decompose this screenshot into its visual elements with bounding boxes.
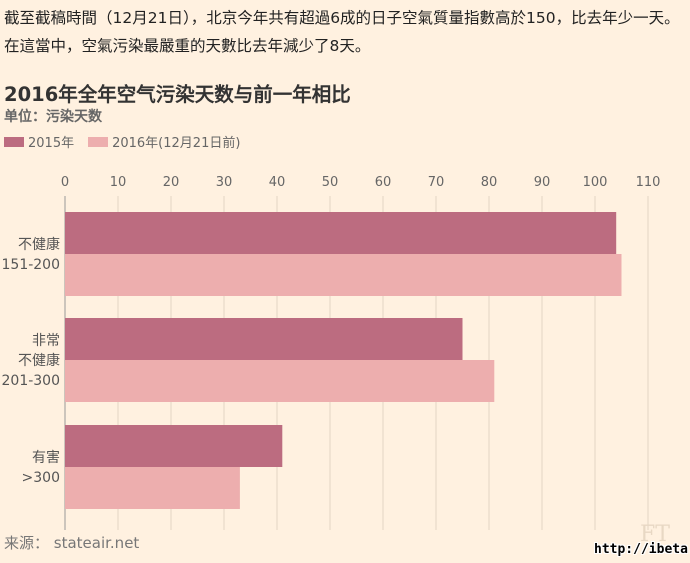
x-tick-label-80: 80 bbox=[481, 175, 498, 190]
source-note: 来源： stateair.net bbox=[4, 534, 140, 552]
watermark: http://ibeta.tw bbox=[594, 542, 690, 557]
bar-hazardous-2016 bbox=[65, 467, 240, 509]
ft-logo: FT bbox=[640, 522, 670, 547]
x-tick-label-40: 40 bbox=[269, 175, 286, 190]
x-tick-label-60: 60 bbox=[375, 175, 392, 190]
legend-label-2016: 2016年(12月21日前) bbox=[112, 136, 241, 151]
category-label-0-0: 不健康 bbox=[18, 236, 60, 253]
bar-very-unhealthy-2015 bbox=[65, 318, 463, 360]
legend-label-2015: 2015年 bbox=[28, 136, 75, 151]
chart-subtitle: 单位：污染天数 bbox=[4, 109, 102, 125]
category-label-1-1: 不健康 bbox=[18, 352, 60, 369]
category-label-2-0: 有害 bbox=[32, 450, 60, 466]
x-tick-label-20: 20 bbox=[163, 175, 180, 190]
chart-title: 2016年全年空气污染天数与前一年相比 bbox=[4, 83, 351, 106]
category-label-1-0: 非常 bbox=[32, 333, 60, 349]
chart-legend: 2015年 2016年(12月21日前) bbox=[4, 132, 254, 151]
legend-item-2016: 2016年(12月21日前) bbox=[88, 132, 240, 151]
x-tick-label-0: 0 bbox=[61, 175, 69, 190]
bar-unhealthy-2015 bbox=[65, 212, 617, 254]
category-label-2-1: >300 bbox=[22, 470, 60, 486]
category-label-1-2: 201-300 bbox=[2, 373, 61, 389]
article-intro: 截至截稿時間（12月21日），北京今年共有超過6成的日子空氣質量指數高於150，… bbox=[4, 9, 680, 55]
x-tick-label-100: 100 bbox=[583, 175, 608, 190]
x-tick-label-30: 30 bbox=[216, 175, 233, 190]
x-tick-label-110: 110 bbox=[636, 175, 661, 190]
bar-hazardous-2015 bbox=[65, 425, 283, 467]
bar-very-unhealthy-2016 bbox=[65, 360, 495, 402]
x-tick-label-90: 90 bbox=[534, 175, 551, 190]
bar-unhealthy-2016 bbox=[65, 254, 622, 296]
x-tick-label-10: 10 bbox=[110, 175, 127, 190]
category-label-0-1: 151-200 bbox=[2, 257, 61, 273]
x-tick-label-50: 50 bbox=[322, 175, 339, 190]
legend-swatch-2015 bbox=[4, 136, 24, 147]
x-tick-label-70: 70 bbox=[428, 175, 445, 190]
legend-swatch-2016 bbox=[88, 136, 109, 147]
legend-item-2015: 2015年 bbox=[4, 132, 74, 151]
